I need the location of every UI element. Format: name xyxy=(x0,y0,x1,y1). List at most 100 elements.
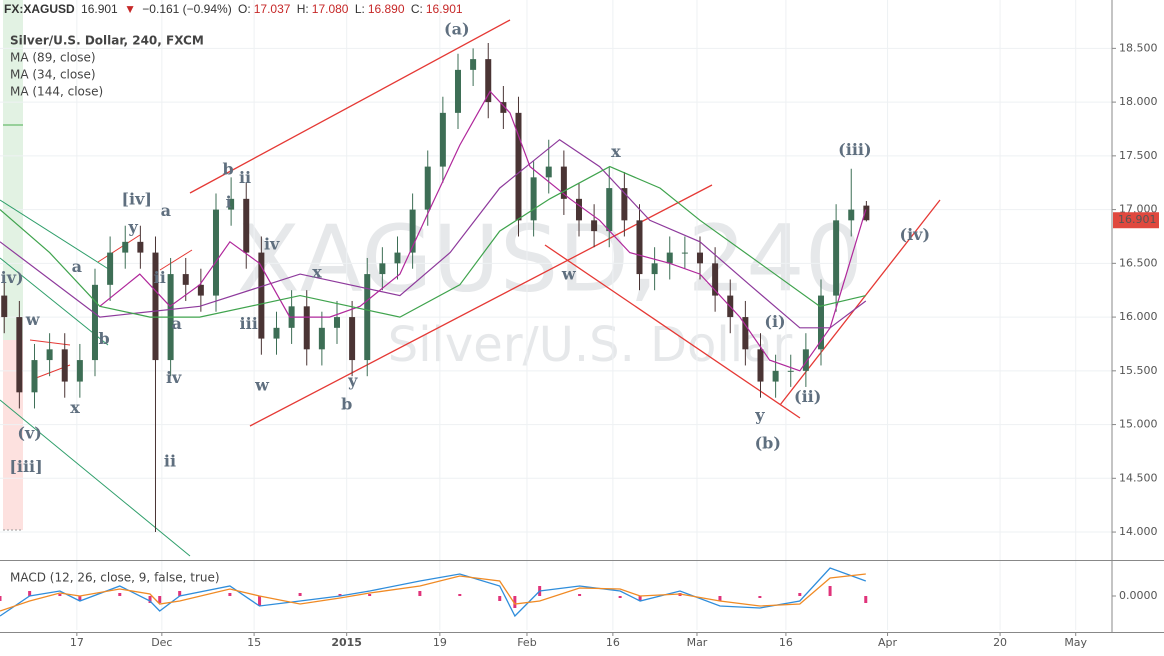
histogram-bar xyxy=(298,593,302,596)
y-tick-label: 15.500 xyxy=(1119,364,1158,377)
x-tick-label: May xyxy=(1064,636,1087,649)
moving-average xyxy=(0,165,866,318)
wave-label: (ii) xyxy=(794,387,821,406)
wave-label: (iv) xyxy=(900,225,931,244)
candle-body xyxy=(439,112,446,167)
candle-body xyxy=(560,166,567,199)
close: 16.901 xyxy=(425,2,463,16)
y-tick-label: 16.500 xyxy=(1119,256,1158,269)
histogram-bar xyxy=(864,596,868,603)
candle-body xyxy=(833,220,840,296)
candle-body xyxy=(91,284,98,361)
histogram-bar xyxy=(418,591,422,596)
histogram-bar xyxy=(58,594,62,596)
wave-label: a xyxy=(72,257,82,276)
macd-title: MACD (12, 26, close, 9, false, true) xyxy=(10,571,220,585)
wave-label: iv xyxy=(264,235,280,254)
wave-label: x xyxy=(70,398,80,417)
histogram-bar xyxy=(338,594,342,596)
histogram-bar xyxy=(498,596,502,601)
candle-body xyxy=(76,360,83,382)
candle-body xyxy=(802,349,809,371)
wave-label: (v) xyxy=(17,424,41,443)
candle-body xyxy=(651,263,658,275)
y-tick-label: 14.000 xyxy=(1119,525,1158,538)
candle-body xyxy=(152,252,159,361)
histogram-bar xyxy=(458,594,462,596)
candle-body xyxy=(712,263,719,296)
watermark-name: Silver/U.S. Dollar xyxy=(388,317,793,373)
candle-body xyxy=(485,59,492,103)
y-tick-label: 18.000 xyxy=(1119,95,1158,108)
candle-body xyxy=(243,198,250,253)
y-tick-label: 17.500 xyxy=(1119,149,1158,162)
wave-label: (i) xyxy=(764,312,785,331)
candle-body xyxy=(31,360,38,393)
histogram-bar xyxy=(638,596,642,601)
wave-label: ii xyxy=(154,268,166,287)
y-tick-label: 15.000 xyxy=(1119,418,1158,431)
candle-body xyxy=(273,327,280,339)
candle-body xyxy=(1,295,8,318)
wave-label: [iv] xyxy=(121,189,152,208)
wave-label: x xyxy=(611,142,621,161)
wave-label: ii xyxy=(239,168,251,187)
candle-body xyxy=(61,349,68,382)
candle-body xyxy=(258,252,265,339)
histogram-bar xyxy=(513,596,517,608)
macd-line xyxy=(0,573,866,612)
wave-label: w xyxy=(254,375,270,394)
candle-body xyxy=(409,209,416,253)
candle-body xyxy=(349,317,356,361)
x-tick-label: 17 xyxy=(70,636,84,649)
wave-label: a xyxy=(161,201,171,220)
wave-label: iii xyxy=(240,314,258,333)
low: 16.890 xyxy=(367,2,405,16)
histogram-bar xyxy=(368,594,372,596)
x-tick-label: 16 xyxy=(779,636,793,649)
grid xyxy=(0,0,1112,630)
histogram-bar xyxy=(758,596,762,598)
open: 17.037 xyxy=(253,2,291,16)
x-tick-label: Feb xyxy=(517,636,536,649)
candle-body xyxy=(182,274,189,285)
y-tick-label: 14.500 xyxy=(1119,471,1158,484)
candle-body xyxy=(742,317,749,350)
wave-label: a xyxy=(171,314,181,333)
candle-body xyxy=(681,252,688,254)
moving-average xyxy=(0,138,867,329)
candle-body xyxy=(817,295,824,350)
trend-lines xyxy=(0,19,941,557)
last: 16.901 xyxy=(81,2,118,16)
candle-body xyxy=(848,209,855,221)
candle-body xyxy=(424,166,431,210)
symbol: FX:XAGUSD xyxy=(4,2,75,16)
histogram-bar xyxy=(578,594,582,596)
wave-label: (iii) xyxy=(838,140,871,159)
wave-label: w xyxy=(561,265,577,284)
y-tick-label: 18.500 xyxy=(1119,41,1158,54)
x-tick-label: 15 xyxy=(247,636,261,649)
candle-body xyxy=(515,112,522,221)
histogram-bar xyxy=(78,596,82,601)
candle-body xyxy=(545,166,552,178)
wave-label: iv xyxy=(166,368,182,387)
candle-body xyxy=(470,59,477,70)
header: FX:XAGUSD 16.901 ▼ −0.161 (−0.94%) O: 17.… xyxy=(4,2,466,16)
last-price-label: 16.901 xyxy=(1118,213,1157,226)
change: −0.161 (−0.94%) xyxy=(142,2,232,16)
candle-body xyxy=(575,198,582,221)
candle-body xyxy=(318,327,325,350)
wave-label: ii xyxy=(164,452,176,471)
y-tick-label: 0.0000 xyxy=(1119,589,1158,602)
wave-label: (a) xyxy=(444,20,470,39)
histogram-bar xyxy=(0,596,2,601)
wave-label: (b) xyxy=(755,433,781,452)
wave-label: i xyxy=(226,193,232,212)
candle-body xyxy=(212,209,219,296)
candle-body xyxy=(454,69,461,113)
candle-body xyxy=(333,317,340,328)
moving-average xyxy=(99,90,867,372)
